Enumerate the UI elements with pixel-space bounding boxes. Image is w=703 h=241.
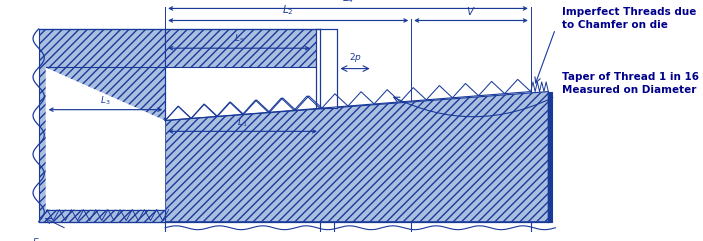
Polygon shape — [548, 92, 552, 222]
Text: $L_4$: $L_4$ — [342, 0, 354, 5]
Polygon shape — [39, 29, 165, 222]
Text: Taper of Thread 1 in 16
Measured on Diameter: Taper of Thread 1 in 16 Measured on Diam… — [562, 72, 699, 95]
Polygon shape — [165, 92, 548, 222]
Polygon shape — [316, 29, 337, 108]
Polygon shape — [165, 29, 320, 67]
Polygon shape — [46, 67, 165, 210]
Text: $L_5$: $L_5$ — [234, 33, 244, 45]
Text: Imperfect Threads due
to Chamfer on die: Imperfect Threads due to Chamfer on die — [562, 7, 697, 30]
Text: $V$: $V$ — [466, 5, 476, 17]
Text: $L_1$: $L_1$ — [238, 116, 247, 129]
Text: $L_3$: $L_3$ — [101, 95, 110, 107]
Text: $L_2$: $L_2$ — [283, 3, 294, 17]
Text: $E_3$: $E_3$ — [32, 236, 43, 241]
Text: $2p$: $2p$ — [349, 51, 361, 64]
